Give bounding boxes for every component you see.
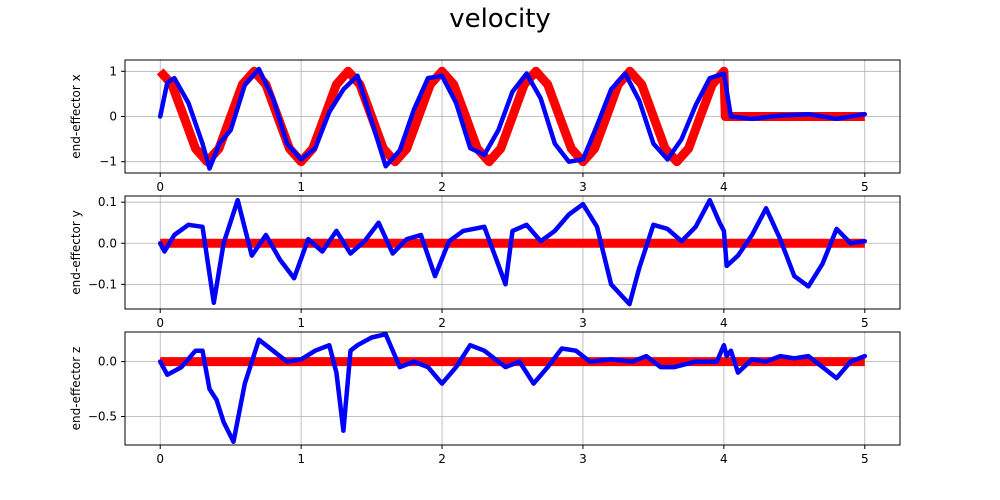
figure-title: velocity — [449, 4, 551, 34]
x-tick-label: 4 — [720, 180, 728, 194]
axes-frame — [124, 331, 901, 446]
axes-frame — [124, 195, 901, 310]
y-tick-label: −0.1 — [88, 277, 117, 291]
y-tick-label: −0.5 — [88, 409, 117, 423]
subplot-1: 0 1 2 3 4 5 1 0 −1 end-effector x — [69, 59, 901, 194]
x-tick-label: 3 — [579, 452, 587, 466]
y-axis-label: end-effector z — [69, 347, 83, 431]
x-tick-label: 1 — [297, 316, 305, 330]
x-tick-label: 5 — [861, 180, 869, 194]
series-line-2 — [157, 66, 868, 171]
x-tick-label: 1 — [297, 180, 305, 194]
x-tick-label: 1 — [297, 452, 305, 466]
series-line-2 — [157, 332, 868, 444]
x-tick-label: 2 — [438, 180, 446, 194]
subplot-2: 0 1 2 3 4 5 0.1 0.0 −0.1 end-effector y — [69, 195, 901, 330]
x-tick-label: 3 — [579, 316, 587, 330]
series-line-2 — [157, 197, 868, 307]
x-tick-label: 0 — [156, 316, 164, 330]
y-axis-label: end-effector y — [69, 210, 83, 294]
y-tick-label: −1 — [99, 155, 117, 169]
x-tick-label: 4 — [720, 316, 728, 330]
y-tick-label: 0 — [109, 110, 117, 124]
x-tick-label: 3 — [579, 180, 587, 194]
x-tick-label: 5 — [861, 316, 869, 330]
series-line-1 — [156, 66, 865, 167]
y-tick-label: 1 — [109, 64, 117, 78]
y-tick-label: 0.0 — [98, 355, 117, 369]
subplot-3: 0 1 2 3 4 5 0.0 −0.5 end-effector z — [69, 331, 901, 466]
x-tick-label: 2 — [438, 316, 446, 330]
x-tick-label: 4 — [720, 452, 728, 466]
x-tick-label: 5 — [861, 452, 869, 466]
x-tick-label: 0 — [156, 180, 164, 194]
y-tick-label: 0.1 — [98, 195, 117, 209]
y-tick-label: 0.0 — [98, 236, 117, 250]
y-axis-label: end-effector x — [69, 74, 83, 158]
x-tick-label: 2 — [438, 452, 446, 466]
x-tick-label: 0 — [156, 452, 164, 466]
